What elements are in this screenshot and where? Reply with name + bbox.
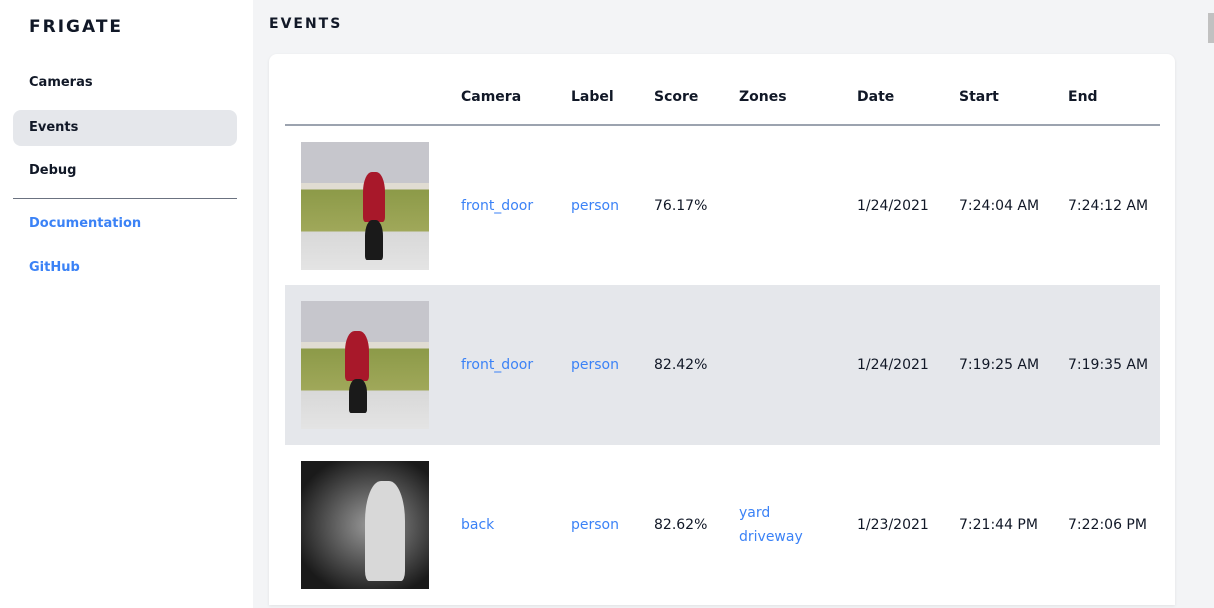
sidebar-item-debug[interactable]: Debug bbox=[29, 163, 77, 178]
events-card: Camera Label Score Zones Date Start End … bbox=[269, 54, 1175, 605]
zone-link[interactable]: driveway bbox=[739, 529, 803, 545]
table-header-row: Camera Label Score Zones Date Start End bbox=[285, 70, 1160, 126]
scrollbar-thumb[interactable] bbox=[1208, 13, 1214, 43]
header-zones: Zones bbox=[739, 70, 857, 126]
zones bbox=[739, 125, 857, 285]
sidebar: FRIGATE Cameras Events Debug Documentati… bbox=[0, 0, 253, 608]
header-camera: Camera bbox=[461, 70, 571, 126]
camera-link[interactable]: front_door bbox=[461, 197, 534, 214]
table-row[interactable]: back person 82.62% yard driveway 1/23/202… bbox=[285, 445, 1160, 605]
end-time: 7:24:12 AM bbox=[1068, 197, 1149, 214]
camera-link[interactable]: back bbox=[461, 517, 495, 533]
date: 1/24/2021 bbox=[857, 285, 959, 445]
header-thumbnail bbox=[285, 70, 461, 126]
label-link[interactable]: person bbox=[571, 197, 619, 214]
page-scrollbar[interactable] bbox=[1208, 0, 1214, 608]
label-link[interactable]: person bbox=[571, 517, 619, 533]
end-time: 7:19:35 AM bbox=[1068, 285, 1160, 445]
brand-logo: FRIGATE bbox=[29, 17, 124, 37]
event-thumbnail[interactable] bbox=[301, 301, 429, 429]
zones: yard driveway bbox=[739, 445, 857, 605]
events-table: Camera Label Score Zones Date Start End … bbox=[285, 70, 1160, 605]
table-row[interactable]: front_door person 76.17% 1/24/2021 7:24:… bbox=[285, 125, 1160, 285]
start-time: 7:21:44 PM bbox=[959, 517, 1038, 533]
camera-link[interactable]: front_door bbox=[461, 357, 534, 373]
page-title: EVENTS bbox=[269, 16, 343, 32]
sidebar-item-events[interactable]: Events bbox=[13, 110, 237, 146]
score: 82.62% bbox=[654, 517, 708, 533]
event-thumbnail[interactable] bbox=[301, 461, 429, 589]
sidebar-link-documentation[interactable]: Documentation bbox=[29, 216, 142, 231]
label-link[interactable]: person bbox=[571, 357, 619, 373]
header-score: Score bbox=[654, 70, 739, 126]
header-start: Start bbox=[959, 70, 1068, 126]
score: 82.42% bbox=[654, 285, 739, 445]
sidebar-item-cameras[interactable]: Cameras bbox=[29, 75, 93, 90]
table-row[interactable]: front_door person 82.42% 1/24/2021 7:19:… bbox=[285, 285, 1160, 445]
event-thumbnail[interactable] bbox=[301, 141, 429, 270]
sidebar-link-github[interactable]: GitHub bbox=[29, 260, 80, 275]
header-date: Date bbox=[857, 70, 959, 126]
zones bbox=[739, 285, 857, 445]
start-time: 7:24:04 AM bbox=[959, 197, 1040, 214]
header-end: End bbox=[1068, 70, 1160, 126]
end-time: 7:22:06 PM bbox=[1068, 517, 1147, 533]
score: 76.17% bbox=[654, 197, 708, 214]
start-time: 7:19:25 AM bbox=[959, 285, 1068, 445]
sidebar-divider bbox=[13, 198, 237, 199]
date: 1/24/2021 bbox=[857, 197, 929, 214]
date: 1/23/2021 bbox=[857, 517, 929, 533]
header-label: Label bbox=[571, 70, 654, 126]
zone-link[interactable]: yard bbox=[739, 505, 771, 521]
